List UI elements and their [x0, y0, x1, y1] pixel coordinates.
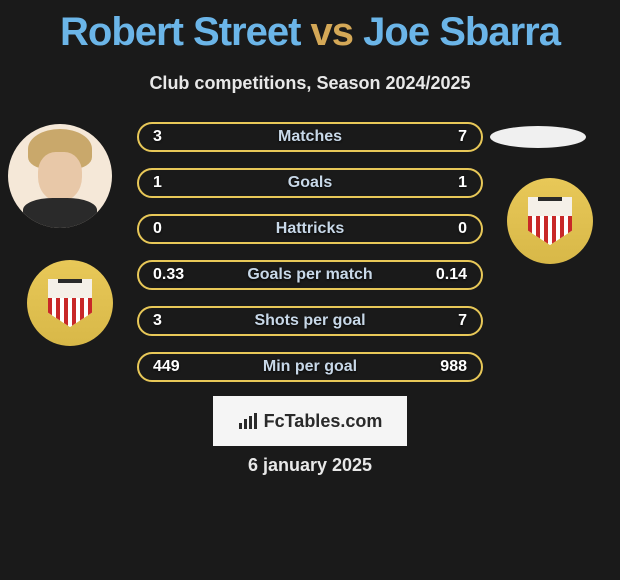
stat-label: Hattricks	[276, 220, 344, 238]
player-right-name: Joe Sbarra	[363, 10, 560, 54]
club-badge-right	[507, 178, 593, 264]
player-right-badge-oval	[490, 126, 586, 148]
stat-right-value: 1	[458, 174, 467, 192]
watermark: FcTables.com	[213, 396, 407, 446]
stat-right-value: 988	[440, 358, 467, 376]
stat-label: Min per goal	[263, 358, 357, 376]
stat-left-value: 3	[153, 128, 162, 146]
stats-table: 3 Matches 7 1 Goals 1 0 Hattricks 0 0.33…	[137, 122, 483, 398]
avatar-face-icon	[8, 124, 112, 228]
stat-row: 3 Matches 7	[137, 122, 483, 152]
stat-left-value: 0.33	[153, 266, 184, 284]
stat-row: 449 Min per goal 988	[137, 352, 483, 382]
stat-row: 1 Goals 1	[137, 168, 483, 198]
player-left-name: Robert Street	[60, 10, 300, 54]
stat-label: Goals per match	[247, 266, 372, 284]
comparison-card: Robert Street vs Joe Sbarra Club competi…	[0, 0, 620, 580]
date-label: 6 january 2025	[248, 455, 372, 476]
stat-row: 3 Shots per goal 7	[137, 306, 483, 336]
stat-right-value: 0.14	[436, 266, 467, 284]
stat-right-value: 7	[458, 128, 467, 146]
stat-left-value: 449	[153, 358, 180, 376]
club-badge-left	[27, 260, 113, 346]
stat-left-value: 3	[153, 312, 162, 330]
stat-label: Matches	[278, 128, 342, 146]
stat-left-value: 1	[153, 174, 162, 192]
stat-label: Shots per goal	[254, 312, 365, 330]
stat-right-value: 7	[458, 312, 467, 330]
stat-row: 0 Hattricks 0	[137, 214, 483, 244]
shield-icon	[528, 197, 572, 245]
player-left-avatar	[8, 124, 112, 228]
chart-icon	[238, 413, 258, 429]
subtitle: Club competitions, Season 2024/2025	[0, 73, 620, 94]
stat-row: 0.33 Goals per match 0.14	[137, 260, 483, 290]
watermark-text: FcTables.com	[264, 411, 383, 432]
vs-separator: vs	[311, 10, 354, 54]
page-title: Robert Street vs Joe Sbarra	[0, 0, 620, 55]
stat-label: Goals	[288, 174, 332, 192]
stat-right-value: 0	[458, 220, 467, 238]
shield-icon	[48, 279, 92, 327]
stat-left-value: 0	[153, 220, 162, 238]
